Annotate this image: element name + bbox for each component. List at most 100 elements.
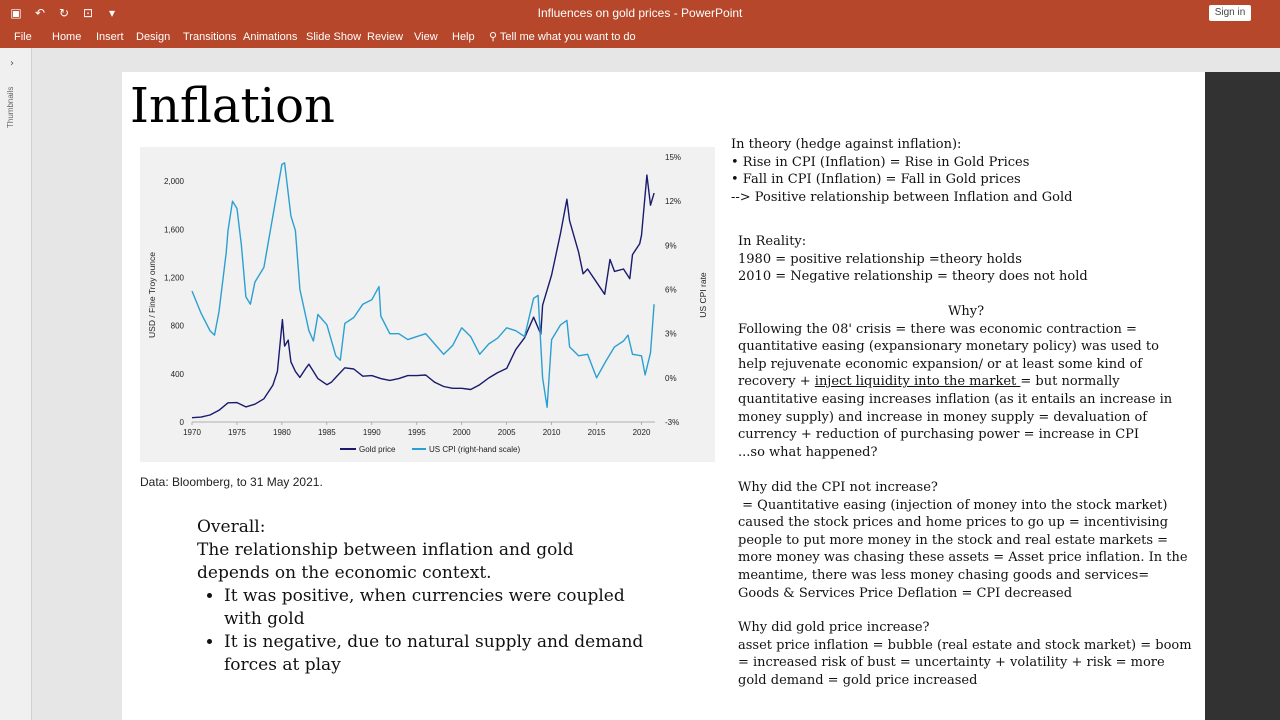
gold-cpi-chart[interactable]: 0 400 800 1,200 1,600 2,000 -3% 0% 3% 6% 9% 12% 15% 1… <box>140 147 715 462</box>
cpi-line-1: = Quantitative easing (injection of mone… <box>738 497 1168 513</box>
reality-textbox[interactable]: In Reality: 1980 = positive relationship… <box>738 233 1088 286</box>
why-line-5: quantitative easing increases inflation … <box>738 391 1173 407</box>
x-tick-label: 1975 <box>228 428 246 437</box>
why-line-2: quantitative easing (expansionary moneta… <box>738 339 1159 355</box>
x-tick-label: 2020 <box>633 428 651 437</box>
y2-tick-label: 15% <box>665 153 681 162</box>
y-tick-label: 800 <box>171 322 185 331</box>
y-tick-label: 0 <box>180 418 185 427</box>
thumbnails-pane: › Thumbnails <box>0 48 32 720</box>
customize-toolbar-icon[interactable]: ▾ <box>108 6 116 20</box>
theory-textbox[interactable]: In theory (hedge against inflation): • R… <box>731 136 1072 206</box>
tab-file[interactable]: File <box>14 31 32 43</box>
reality-line-2: 2010 = Negative relationship = theory do… <box>738 269 1088 285</box>
y2-tick-label: 12% <box>665 197 681 206</box>
tab-animations[interactable]: Animations <box>243 31 298 43</box>
sign-in-button[interactable]: Sign in <box>1209 5 1251 21</box>
x-tick-label: 2010 <box>543 428 561 437</box>
overall-textbox[interactable]: Overall: The relationship between inflat… <box>197 516 667 677</box>
y2-tick-label: 6% <box>665 286 677 295</box>
title-bar: ▣ ↶ ↻ ⊡ ▾ Influences on gold prices - Po… <box>0 0 1280 26</box>
slide-title[interactable]: Inflation <box>130 78 335 134</box>
tab-review[interactable]: Review <box>367 31 404 43</box>
tab-home[interactable]: Home <box>52 31 82 43</box>
why-line-4-underlined: inject liquidity into the market <box>814 374 1021 390</box>
legend-cpi-label: US CPI (right-hand scale) <box>429 445 520 454</box>
y2-axis-label: US CPI rate <box>698 272 708 318</box>
overall-bullet-1: It was positive, when currencies were co… <box>224 585 667 631</box>
y2-tick-label: 9% <box>665 241 677 250</box>
x-tick-label: 1970 <box>183 428 201 437</box>
x-tick-label: 1990 <box>363 428 381 437</box>
y-tick-label: 2,000 <box>164 177 185 186</box>
lightbulb-icon: ⚲ <box>489 31 498 43</box>
overall-line-2: depends on the economic context. <box>197 563 492 583</box>
theory-heading: In theory (hedge against inflation): <box>731 137 962 152</box>
reality-heading: In Reality: <box>738 234 807 249</box>
reality-line-1: 1980 = positive relationship =theory hol… <box>738 251 1022 267</box>
y-axis-label: USD / Fine Troy ounce <box>147 252 157 338</box>
thumbnails-label: Thumbnails <box>6 86 15 128</box>
tell-me-search[interactable]: ⚲ Tell me what you want to do <box>489 26 636 48</box>
cpi-line-2: caused the stock prices and home prices … <box>738 515 1169 531</box>
redo-icon[interactable]: ↻ <box>58 6 70 20</box>
tab-insert[interactable]: Insert <box>96 31 124 43</box>
x-tick-label: 1980 <box>273 428 291 437</box>
why-heading: Why? <box>948 304 985 319</box>
overall-heading: Overall: <box>197 517 266 537</box>
why-textbox[interactable]: Why? Following the 08' crisis = there wa… <box>738 303 1172 461</box>
data-source-note: Data: Bloomberg, to 31 May 2021. <box>140 475 323 489</box>
quick-access-toolbar: ▣ ↶ ↻ ⊡ ▾ <box>8 0 120 26</box>
y-tick-label: 1,200 <box>164 273 185 282</box>
tell-me-label: Tell me what you want to do <box>499 31 636 43</box>
y2-tick-label: 0% <box>665 374 677 383</box>
x-tick-label: 2005 <box>498 428 516 437</box>
gold-line-1: asset price inflation = bubble (real est… <box>738 637 1192 653</box>
overall-line-1: The relationship between inflation and g… <box>197 540 574 560</box>
y-tick-label: 1,600 <box>164 225 185 234</box>
cpi-line-6: Goods & Services Price Deflation = CPI d… <box>738 585 1073 601</box>
why-line-4-end: = but normally <box>1020 374 1120 390</box>
expand-thumbnails-icon[interactable]: › <box>10 58 14 69</box>
y-tick-label: 400 <box>171 370 185 379</box>
save-icon[interactable]: ▣ <box>10 6 22 20</box>
undo-icon[interactable]: ↶ <box>34 6 46 20</box>
tab-design[interactable]: Design <box>136 31 171 43</box>
legend-gold-label: Gold price <box>359 445 396 454</box>
cpi-series-line <box>191 162 655 408</box>
why-line-4-start: recovery + <box>738 374 815 390</box>
y2-tick-label: -3% <box>665 418 679 427</box>
tab-transitions[interactable]: Transitions <box>183 31 237 43</box>
x-tick-label: 1985 <box>318 428 336 437</box>
why-line-3: help rejuvenate economic expansion/ or a… <box>738 356 1143 372</box>
x-tick-label: 2000 <box>453 428 471 437</box>
cpi-line-3: people to put more money in the stock an… <box>738 532 1169 548</box>
tab-slide-show[interactable]: Slide Show <box>306 31 362 43</box>
theory-line-3: --> Positive relationship between Inflat… <box>731 189 1073 205</box>
why-line-8: ...so what happened? <box>738 444 878 460</box>
x-tick-label: 1995 <box>408 428 426 437</box>
tab-help[interactable]: Help <box>452 31 475 43</box>
gold-price-series-line <box>191 174 655 419</box>
why-line-6: money supply) and increase in money supp… <box>738 409 1148 425</box>
gold-line-3: gold demand = gold price increased <box>738 672 978 688</box>
why-line-1: Following the 08' crisis = there was eco… <box>738 321 1137 337</box>
cpi-line-4: more money was chasing these assets = As… <box>738 550 1188 566</box>
gold-question-textbox[interactable]: Why did gold price increase? asset price… <box>738 619 1192 689</box>
cpi-question-textbox[interactable]: Why did the CPI not increase? = Quantita… <box>738 479 1188 602</box>
gold-question-heading: Why did gold price increase? <box>738 620 930 635</box>
theory-line-2: • Fall in CPI (Inflation) = Fall in Gold… <box>731 172 1021 188</box>
gold-line-2: = increased risk of bust = uncertainty +… <box>738 655 1165 671</box>
why-line-7: currency + reduction of purchasing power… <box>738 427 1140 443</box>
cpi-question-heading: Why did the CPI not increase? <box>738 480 938 495</box>
start-from-beginning-icon[interactable]: ⊡ <box>82 6 94 20</box>
x-tick-label: 2015 <box>588 428 606 437</box>
right-panel <box>1205 72 1280 720</box>
theory-line-1: • Rise in CPI (Inflation) = Rise in Gold… <box>731 154 1030 170</box>
y2-tick-label: 3% <box>665 330 677 339</box>
cpi-line-5: meantime, there was less money chasing g… <box>738 567 1150 583</box>
overall-bullet-2: It is negative, due to natural supply an… <box>224 631 667 677</box>
tab-view[interactable]: View <box>414 31 438 43</box>
ribbon-tabs: File Home Insert Design Transitions Anim… <box>0 26 1280 48</box>
chart-background <box>140 147 715 462</box>
